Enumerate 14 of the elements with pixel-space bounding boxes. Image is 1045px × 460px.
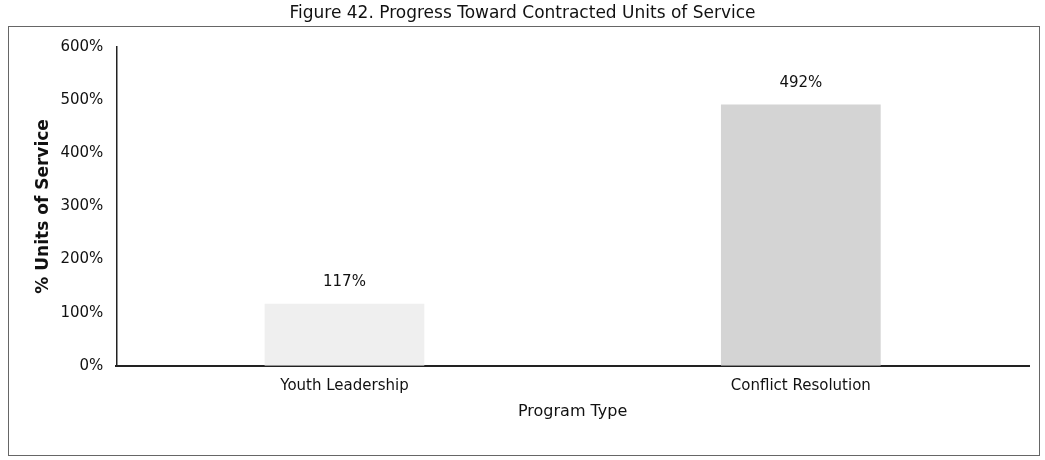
y-tick-label: 600% — [60, 36, 104, 55]
x-axis-title: Program Type — [517, 400, 628, 420]
y-tick-label: 100% — [60, 302, 104, 321]
y-tick-label: 200% — [60, 249, 104, 268]
data-label: 117% — [323, 272, 366, 291]
y-axis-title: % Units of Service — [31, 119, 52, 294]
x-tick-label: Conflict Resolution — [730, 375, 871, 394]
data-label: 492% — [779, 72, 823, 91]
y-tick-label: 300% — [60, 196, 104, 215]
x-tick-label: Youth Leadership — [279, 375, 409, 394]
y-tick-label: 500% — [60, 90, 104, 109]
y-tick-label: 400% — [60, 143, 104, 162]
chart-title: Figure 42. Progress Toward Contracted Units of Service — [288, 2, 757, 22]
y-tick-label: 0% — [79, 355, 104, 374]
